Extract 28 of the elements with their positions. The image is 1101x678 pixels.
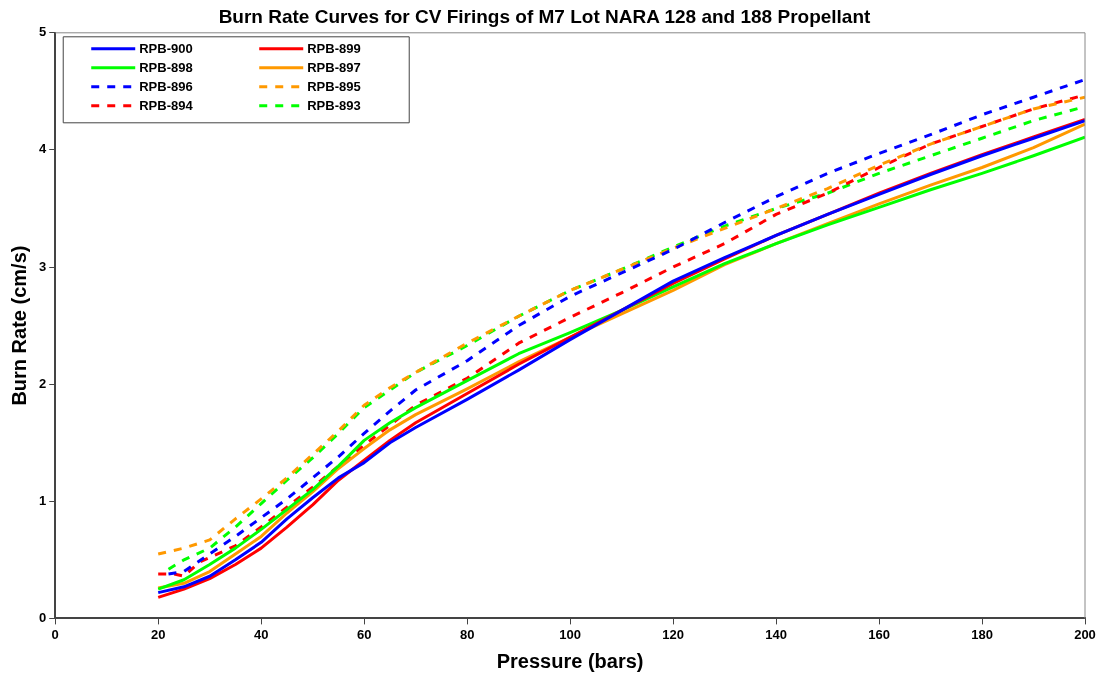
legend-label: RPB-899 xyxy=(307,41,361,57)
legend-label: RPB-894 xyxy=(139,98,194,114)
x-tick-label: 80 xyxy=(459,626,475,642)
legend-label: RPB-893 xyxy=(307,98,361,114)
x-axis-title: Pressure (bars) xyxy=(496,649,644,672)
x-tick-label: 200 xyxy=(1074,626,1096,642)
x-tick-label: 160 xyxy=(868,626,890,642)
y-axis-title: Burn Rate (cm/s) xyxy=(7,245,30,406)
y-tick-label: 5 xyxy=(39,24,47,40)
legend-label: RPB-895 xyxy=(307,79,361,95)
legend-label: RPB-898 xyxy=(139,60,193,76)
x-tick-label: 20 xyxy=(150,626,166,642)
x-tick-label: 40 xyxy=(253,626,269,642)
chart-title: Burn Rate Curves for CV Firings of M7 Lot NARA 128 and 188 Propellant xyxy=(218,5,872,27)
legend-label: RPB-900 xyxy=(139,41,193,57)
y-tick-label: 2 xyxy=(39,375,47,391)
legend-label: RPB-897 xyxy=(307,60,361,76)
x-tick-label: 120 xyxy=(662,626,684,642)
y-tick-label: 0 xyxy=(39,609,47,625)
x-tick-label: 100 xyxy=(559,626,581,642)
y-tick-label: 1 xyxy=(39,492,47,508)
x-tick-label: 180 xyxy=(971,626,993,642)
y-tick-label: 4 xyxy=(39,141,47,157)
x-tick-label: 0 xyxy=(51,626,59,642)
x-tick-label: 140 xyxy=(765,626,787,642)
y-tick-label: 3 xyxy=(39,258,47,274)
legend-label: RPB-896 xyxy=(139,79,193,95)
x-tick-label: 60 xyxy=(356,626,372,642)
